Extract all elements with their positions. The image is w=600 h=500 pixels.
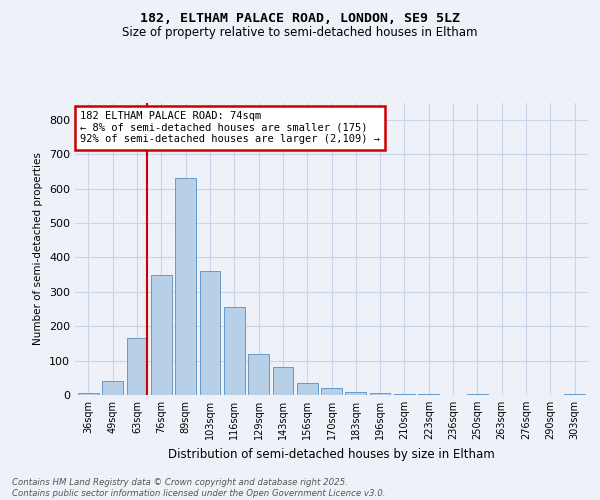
Bar bbox=[248, 354, 269, 395]
Bar bbox=[418, 394, 439, 395]
Bar bbox=[564, 394, 585, 395]
Y-axis label: Number of semi-detached properties: Number of semi-detached properties bbox=[34, 152, 43, 345]
Bar bbox=[127, 338, 148, 395]
Text: Size of property relative to semi-detached houses in Eltham: Size of property relative to semi-detach… bbox=[122, 26, 478, 39]
Bar bbox=[103, 381, 123, 395]
Bar bbox=[78, 394, 99, 395]
Bar bbox=[200, 271, 220, 395]
Bar bbox=[370, 394, 391, 395]
Text: 182, ELTHAM PALACE ROAD, LONDON, SE9 5LZ: 182, ELTHAM PALACE ROAD, LONDON, SE9 5LZ bbox=[140, 12, 460, 26]
Bar bbox=[175, 178, 196, 395]
Text: 182 ELTHAM PALACE ROAD: 74sqm
← 8% of semi-detached houses are smaller (175)
92%: 182 ELTHAM PALACE ROAD: 74sqm ← 8% of se… bbox=[80, 112, 380, 144]
X-axis label: Distribution of semi-detached houses by size in Eltham: Distribution of semi-detached houses by … bbox=[168, 448, 495, 460]
Bar bbox=[297, 383, 317, 395]
Text: Contains HM Land Registry data © Crown copyright and database right 2025.
Contai: Contains HM Land Registry data © Crown c… bbox=[12, 478, 386, 498]
Bar bbox=[346, 392, 366, 395]
Bar bbox=[394, 394, 415, 395]
Bar bbox=[272, 368, 293, 395]
Bar bbox=[224, 307, 245, 395]
Bar bbox=[321, 388, 342, 395]
Bar bbox=[467, 394, 488, 395]
Bar bbox=[151, 274, 172, 395]
